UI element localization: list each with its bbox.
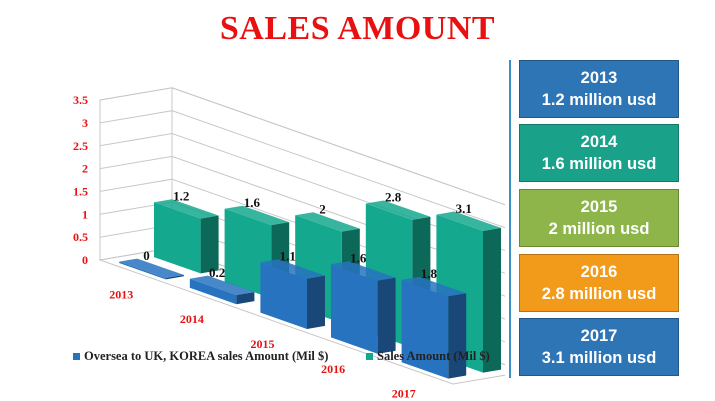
y-tick-label: 2 — [82, 162, 88, 176]
legend-swatch-oversea — [73, 353, 80, 360]
bar — [119, 261, 166, 280]
data-label: 2 — [319, 201, 326, 216]
bar-side — [165, 274, 184, 280]
card-amount: 1.6 million usd — [541, 155, 657, 173]
data-label: 1.8 — [421, 266, 438, 281]
bar-side — [236, 292, 255, 305]
card-2014: 2014 1.6 million usd — [519, 124, 679, 182]
card-year: 2013 — [580, 69, 618, 87]
x-tick-label: 2017 — [392, 387, 416, 401]
legend-swatch-sales — [366, 353, 373, 360]
bar-top — [189, 275, 255, 295]
legend-item-sales: Sales Amount (Mil $) — [366, 349, 490, 364]
card-year: 2017 — [580, 327, 618, 345]
legend-label-sales: Sales Amount (Mil $) — [377, 349, 490, 363]
y-tick-label: 2.5 — [73, 139, 88, 153]
x-tick-label: 2016 — [321, 362, 345, 376]
bar — [154, 202, 201, 274]
bar-top — [295, 212, 360, 232]
y-tick-label: 3 — [82, 116, 88, 130]
card-2013: 2013 1.2 million usd — [519, 60, 679, 118]
bar-top — [154, 199, 219, 219]
bar-top — [224, 205, 290, 226]
card-2015: 2015 2 million usd — [519, 189, 679, 247]
bar — [331, 264, 378, 354]
bar-top — [119, 258, 184, 278]
data-label: 1.1 — [280, 249, 296, 264]
data-label: 0.2 — [209, 265, 225, 280]
y-tick-label: 1 — [82, 207, 88, 221]
y-tick-label: 1.5 — [73, 184, 88, 198]
bar-top — [331, 261, 396, 281]
card-year: 2014 — [580, 133, 618, 151]
chart-title: SALES AMOUNT — [219, 10, 496, 47]
bar-side — [448, 293, 467, 379]
legend-item-oversea: Oversea to UK, KOREA sales Amount (Mil $… — [73, 349, 328, 364]
bar — [224, 208, 272, 299]
card-amount: 1.2 million usd — [541, 91, 657, 109]
card-amount: 2.8 million usd — [541, 285, 657, 303]
bar — [260, 262, 307, 329]
x-tick-label: 2015 — [251, 337, 275, 351]
data-label: 2.8 — [385, 190, 402, 205]
card-amount: 2 million usd — [548, 220, 650, 238]
bar-top — [436, 211, 501, 231]
legend-label-oversea: Oversea to UK, KOREA sales Amount (Mil $… — [84, 349, 329, 363]
gridline — [99, 110, 505, 229]
card-year: 2015 — [580, 198, 618, 216]
bar-top — [365, 200, 431, 220]
card-2016: 2016 2.8 million usd — [519, 254, 679, 312]
bar-top — [401, 276, 467, 297]
card-2017: 2017 3.1 million usd — [519, 318, 679, 376]
data-label: 1.2 — [173, 188, 189, 203]
data-label: 1.6 — [350, 250, 367, 265]
x-tick-label: 2013 — [109, 287, 133, 301]
data-label: 3.1 — [456, 201, 472, 216]
x-tick-label: 2014 — [180, 312, 204, 326]
y-tick-label: 0.5 — [73, 230, 88, 244]
bar-side — [200, 215, 219, 274]
bar — [401, 279, 449, 379]
data-label: 0 — [143, 248, 150, 263]
bar-top — [260, 259, 325, 279]
bar-side — [377, 277, 396, 354]
gridline — [99, 87, 505, 206]
card-amount: 3.1 million usd — [541, 349, 657, 367]
y-tick-label: 0 — [82, 253, 88, 267]
card-year: 2016 — [580, 263, 618, 281]
bar — [189, 278, 237, 305]
divider — [509, 60, 511, 378]
bar-side — [483, 227, 501, 373]
sales-chart: 0 0.5 1 1.5 2 2.5 3 3.5 2013 2014 2015 2016 2017 1.2 1… — [73, 87, 505, 401]
y-tick-label: 3.5 — [73, 93, 88, 107]
bar-side — [307, 275, 325, 329]
data-label: 1.6 — [244, 195, 261, 210]
